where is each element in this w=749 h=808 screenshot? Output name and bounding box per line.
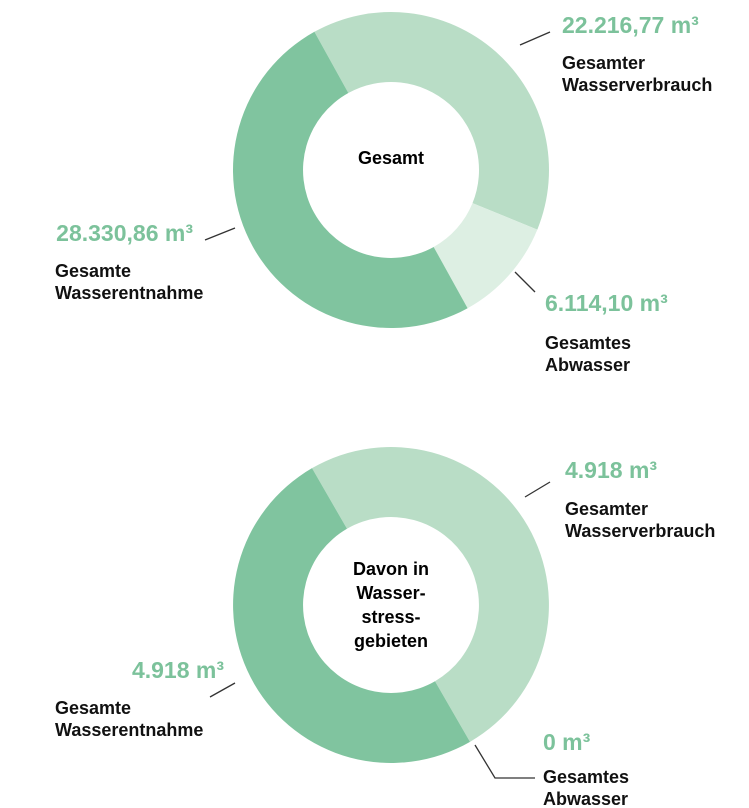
- leader-line: [204, 227, 236, 241]
- leader-line: [209, 682, 236, 698]
- category-label: Gesamter Wasserverbrauch: [565, 499, 716, 541]
- category-label: Gesamtes Abwasser: [545, 333, 632, 375]
- value-label: 6.114,10 m³: [545, 290, 668, 316]
- value-label: 4.918 m³: [131, 657, 224, 683]
- category-label: Gesamter Wasserverbrauch: [562, 53, 713, 95]
- donut-segment: [433, 203, 538, 309]
- leader-line: [514, 271, 536, 293]
- value-label: 4.918 m³: [565, 457, 658, 483]
- category-label: Gesamtes Abwasser: [543, 767, 630, 808]
- donut-segment: [233, 468, 470, 763]
- leader-line: [519, 31, 551, 46]
- value-label: 22.216,77 m³: [562, 12, 699, 38]
- center-label: Davon in Wasser-stress-gebieten: [352, 559, 429, 651]
- donut-segment: [312, 447, 549, 742]
- donut-segment: [314, 11, 549, 230]
- leader-line: [524, 481, 551, 498]
- donut-segment: [233, 31, 468, 329]
- value-label: 0 m³: [543, 729, 591, 755]
- category-label: Gesamte Wasserentnahme: [55, 698, 204, 740]
- leader-line: [474, 744, 535, 779]
- center-label: Gesamt: [357, 148, 425, 168]
- value-label: 28.330,86 m³: [56, 220, 193, 246]
- category-label: Gesamte Wasserentnahme: [55, 261, 204, 303]
